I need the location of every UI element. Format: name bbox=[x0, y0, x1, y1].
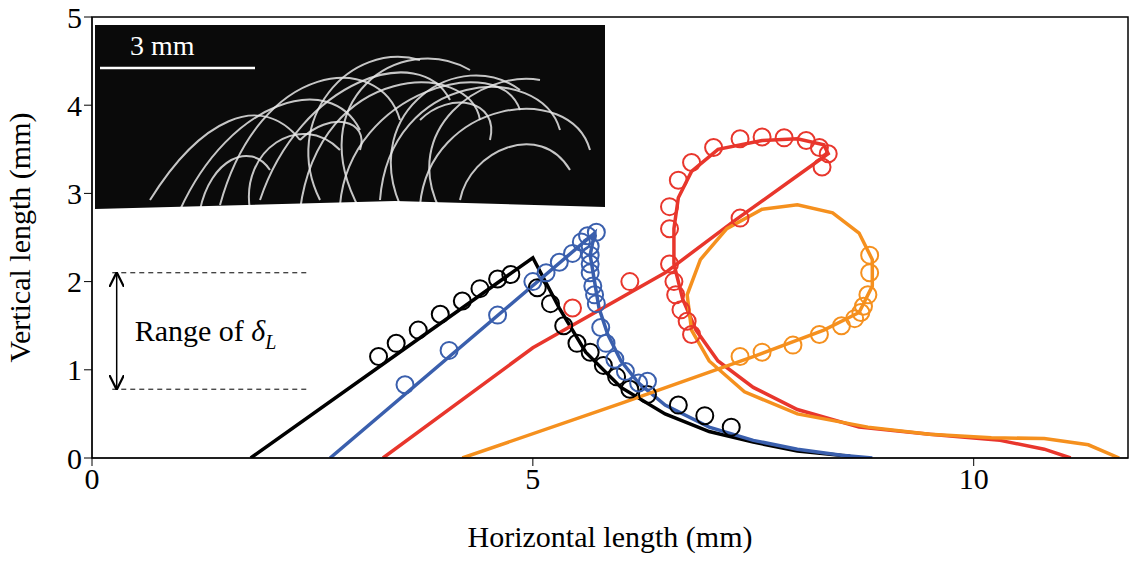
svg-text:2: 2 bbox=[67, 265, 82, 298]
svg-text:0: 0 bbox=[85, 462, 100, 495]
svg-text:5: 5 bbox=[525, 462, 540, 495]
svg-text:1: 1 bbox=[67, 353, 82, 386]
svg-text:0: 0 bbox=[67, 442, 82, 475]
svg-text:5: 5 bbox=[67, 1, 82, 34]
svg-text:3 mm: 3 mm bbox=[130, 30, 195, 61]
svg-text:4: 4 bbox=[67, 89, 82, 122]
svg-text:Vertical length (mm): Vertical length (mm) bbox=[3, 113, 37, 363]
svg-text:Range of δL: Range of δL bbox=[135, 314, 277, 353]
svg-text:10: 10 bbox=[959, 462, 989, 495]
svg-text:Horizontal length (mm): Horizontal length (mm) bbox=[468, 520, 753, 554]
svg-text:3: 3 bbox=[67, 177, 82, 210]
